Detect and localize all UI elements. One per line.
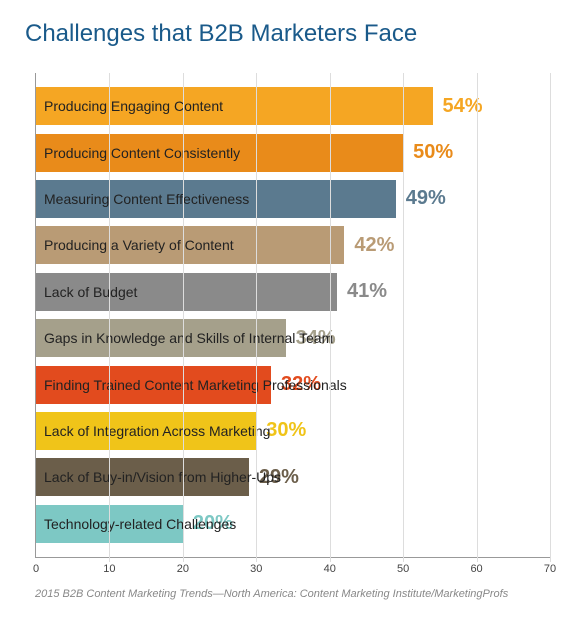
bar: Measuring Content Effectiveness: [36, 180, 396, 218]
gridline: [477, 73, 478, 562]
gridline: [256, 73, 257, 562]
bars-container: Producing Engaging Content54% Producing C…: [36, 83, 550, 547]
bar-label: Gaps in Knowledge and Skills of Internal…: [44, 330, 333, 346]
bar-value: 30%: [266, 419, 306, 442]
bar-row: Measuring Content Effectiveness 49%: [36, 180, 550, 218]
x-tick-label: 10: [103, 563, 115, 575]
bar-row: Gaps in Knowledge and Skills of Internal…: [36, 319, 550, 357]
bar-label: Measuring Content Effectiveness: [44, 191, 249, 207]
bar-value: 49%: [406, 187, 446, 210]
bar-row: Producing Engaging Content54%: [36, 87, 550, 125]
x-tick-label: 30: [250, 563, 262, 575]
x-tick-label: 70: [544, 563, 556, 575]
chart-title: Challenges that B2B Marketers Face: [25, 20, 540, 48]
bar: Finding Trained Content Marketing Profes…: [36, 366, 271, 404]
x-tick-label: 0: [33, 563, 39, 575]
x-tick-label: 50: [397, 563, 409, 575]
bar-label: Producing a Variety of Content: [44, 237, 234, 253]
bar: Producing Engaging Content: [36, 87, 433, 125]
bar-row: Lack of Budget 41%: [36, 273, 550, 311]
bar-label: Lack of Budget: [44, 284, 137, 300]
bar-label: Finding Trained Content Marketing Profes…: [44, 377, 347, 393]
bar: Lack of Budget: [36, 273, 337, 311]
bar-row: Lack of Integration Across Marketing30%: [36, 412, 550, 450]
bar-value: 50%: [413, 141, 453, 164]
bar-label: Lack of Integration Across Marketing: [44, 423, 270, 439]
gridline: [183, 73, 184, 562]
bar-label: Producing Engaging Content: [44, 98, 223, 114]
bar-label: Lack of Buy-in/Vision from Higher-Ups: [44, 469, 281, 485]
bar-row: Technology-related Challenges20%: [36, 505, 550, 543]
bar: Gaps in Knowledge and Skills of Internal…: [36, 319, 286, 357]
bar: Producing a Variety of Content: [36, 226, 344, 264]
bar-row: Producing Content Consistently 50%: [36, 134, 550, 172]
x-tick-label: 20: [177, 563, 189, 575]
gridline: [109, 73, 110, 562]
x-tick-label: 40: [324, 563, 336, 575]
x-tick-label: 60: [470, 563, 482, 575]
source-footnote: 2015 B2B Content Marketing Trends—North …: [35, 588, 540, 600]
bar-row: Producing a Variety of Content 42%: [36, 226, 550, 264]
bar-value: 42%: [354, 234, 394, 257]
bar-row: Finding Trained Content Marketing Profes…: [36, 366, 550, 404]
bar-value: 41%: [347, 280, 387, 303]
gridline: [330, 73, 331, 562]
bar: Producing Content Consistently: [36, 134, 403, 172]
gridline: [403, 73, 404, 562]
bar-label: Technology-related Challenges: [44, 516, 236, 532]
bar-row: Lack of Buy-in/Vision from Higher-Ups29%: [36, 458, 550, 496]
chart-area: Producing Engaging Content54% Producing C…: [35, 73, 550, 558]
bar: Lack of Buy-in/Vision from Higher-Ups: [36, 458, 249, 496]
bar: Lack of Integration Across Marketing: [36, 412, 256, 450]
bar-label: Producing Content Consistently: [44, 145, 240, 161]
gridline: [550, 73, 551, 562]
